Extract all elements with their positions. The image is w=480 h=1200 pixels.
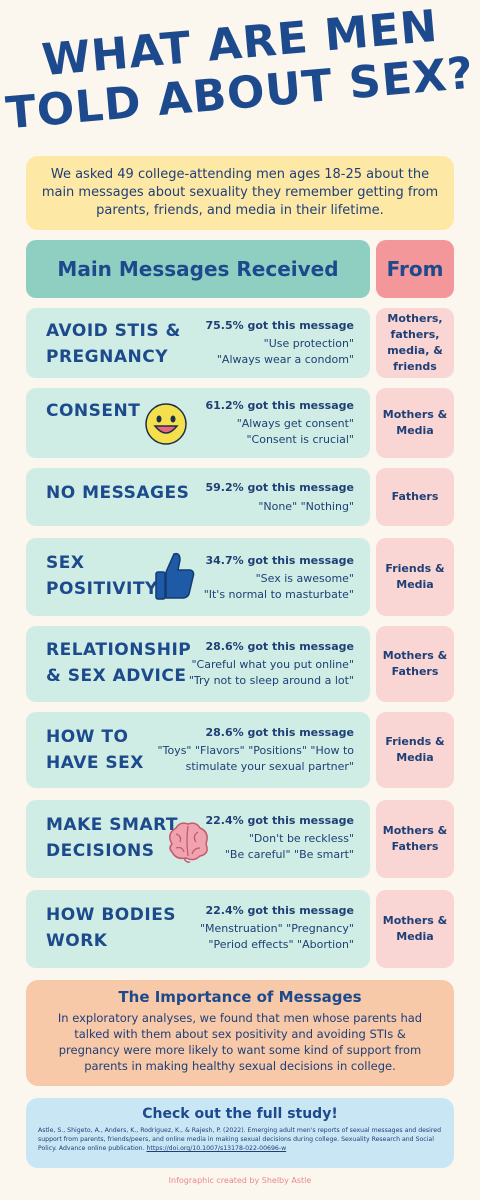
percent-label: 22.4% got this message: [205, 904, 354, 917]
percent-label: 22.4% got this message: [205, 814, 354, 827]
main-messages-header: Main Messages Received: [26, 240, 370, 298]
importance-body: In exploratory analyses, we found that m…: [57, 1011, 423, 1073]
intro-box: We asked 49 college-attending men ages 1…: [26, 156, 454, 230]
quotes: "Always get consent" "Consent is crucial…: [236, 417, 354, 446]
message-row-consent: Consent 61.2% got this message "Always g…: [26, 388, 370, 458]
percent-label: 75.5% got this message: [205, 319, 354, 332]
from-cell: Fathers: [376, 468, 454, 526]
category-label: How to Have Sex: [46, 727, 144, 773]
from-cell: Mothers & Media: [376, 388, 454, 458]
category-label: Make Smart Decisions: [46, 815, 179, 861]
thumbs-up-icon: [155, 552, 195, 600]
smiley-face-icon: [145, 403, 187, 445]
category-label: Consent: [46, 401, 141, 421]
study-heading: Check out the full study!: [142, 1106, 338, 1122]
message-row-relationship-advice: Relationship & Sex Advice 28.6% got this…: [26, 626, 370, 702]
message-row-sex-positivity: Sex Positivity 34.7% got this message "S…: [26, 538, 370, 616]
quotes: "Sex is awesome" "It's normal to masturb…: [203, 572, 354, 601]
doi-link[interactable]: https://doi.org/10.1007/s13178-022-00696…: [146, 1145, 287, 1152]
from-cell: Mothers, fathers, media, & friends: [376, 308, 454, 378]
importance-heading: The Importance of Messages: [118, 988, 362, 1006]
message-row-no-messages: No Messages 59.2% got this message "None…: [26, 468, 370, 526]
from-cell: Mothers & Media: [376, 890, 454, 968]
message-row-how-to-have-sex: How to Have Sex 28.6% got this message "…: [26, 712, 370, 788]
quotes: "Toys" "Flavors" "Positions" "How to sti…: [157, 744, 354, 773]
quotes: "Use protection" "Always wear a condom": [216, 337, 354, 366]
quotes: "None" "Nothing": [258, 500, 354, 513]
percent-label: 59.2% got this message: [205, 481, 354, 494]
message-row-smart-decisions: Make Smart Decisions 22.4% got this mess…: [26, 800, 370, 878]
from-cell: Mothers & Fathers: [376, 626, 454, 702]
brain-icon: [169, 822, 208, 863]
quotes: "Menstruation" "Pregnancy" "Period effec…: [199, 922, 354, 951]
from-cell: Mothers & Fathers: [376, 800, 454, 878]
percent-label: 28.6% got this message: [205, 726, 354, 739]
credit-line: Infographic created by Shelby Astle: [168, 1176, 312, 1185]
category-label: No Messages: [46, 483, 190, 503]
importance-box: The Importance of Messages In explorator…: [26, 980, 454, 1086]
from-cell: Friends & Media: [376, 538, 454, 616]
category-label: How Bodies Work: [46, 905, 177, 951]
percent-label: 28.6% got this message: [205, 640, 354, 653]
study-box: Check out the full study! Astle, S., Shi…: [26, 1098, 454, 1168]
study-citation: Astle, S., Shigeto, A., Anders, K., Rodr…: [38, 1127, 442, 1152]
category-label: Relationship & Sex Advice: [46, 640, 192, 686]
from-cell: Friends & Media: [376, 712, 454, 788]
message-row-how-bodies-work: How Bodies Work 22.4% got this message "…: [26, 890, 370, 968]
page-title: WHAT ARE MEN TOLD ABOUT SEX?: [0, 1, 480, 140]
category-label: Avoid STIs & Pregnancy: [46, 321, 181, 367]
quotes: "Careful what you put online" "Try not t…: [188, 658, 354, 687]
quotes: "Don't be reckless" "Be careful" "Be sma…: [224, 832, 354, 861]
percent-label: 34.7% got this message: [205, 554, 354, 567]
percent-label: 61.2% got this message: [205, 399, 354, 412]
from-header: From: [376, 240, 454, 298]
message-row-avoid-stis: Avoid STIs & Pregnancy 75.5% got this me…: [26, 308, 370, 378]
category-label: Sex Positivity: [46, 553, 158, 599]
